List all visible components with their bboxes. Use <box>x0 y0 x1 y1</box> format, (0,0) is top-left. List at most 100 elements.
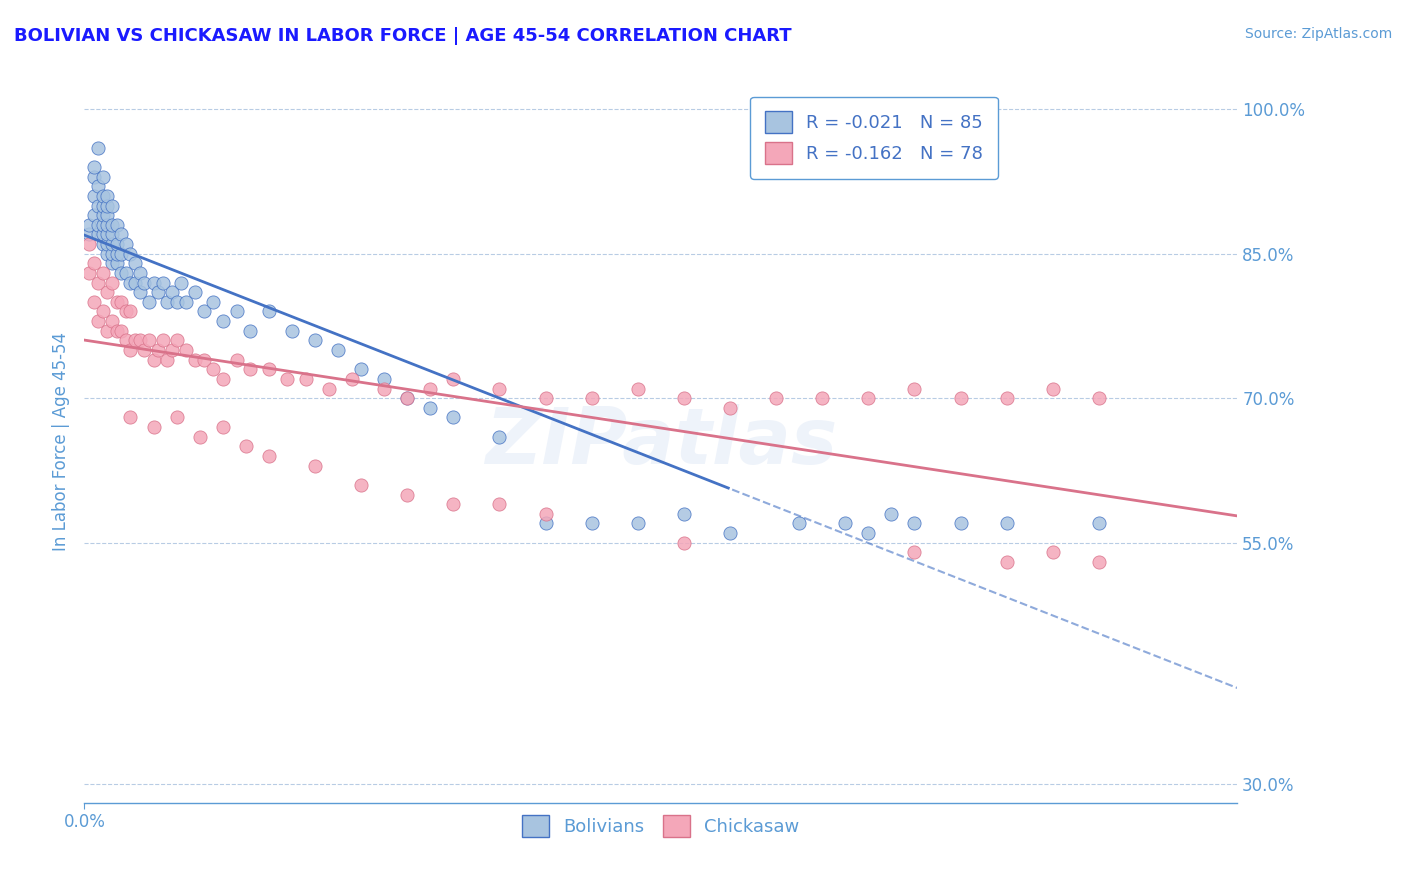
Point <box>174 343 197 357</box>
Point <box>134 343 156 357</box>
Point <box>419 401 441 415</box>
Point <box>96 218 118 232</box>
Point <box>96 285 118 300</box>
Point <box>184 352 207 367</box>
Y-axis label: In Labor Force | Age 45-54: In Labor Force | Age 45-54 <box>52 332 70 551</box>
Point <box>672 391 695 405</box>
Point <box>91 208 114 222</box>
Point <box>77 218 100 232</box>
Point <box>101 227 124 242</box>
Point <box>110 266 132 280</box>
Point <box>1088 555 1111 569</box>
Point <box>1042 382 1064 396</box>
Point <box>91 169 114 184</box>
Point <box>91 218 114 232</box>
Point <box>115 304 138 318</box>
Point <box>903 545 925 559</box>
Point <box>294 372 316 386</box>
Point <box>1042 545 1064 559</box>
Point <box>858 391 880 405</box>
Point <box>170 276 193 290</box>
Point <box>627 382 650 396</box>
Point <box>166 294 188 309</box>
Point <box>101 218 124 232</box>
Point <box>441 497 464 511</box>
Point <box>257 362 280 376</box>
Point <box>373 372 395 386</box>
Point <box>276 372 298 386</box>
Point <box>120 410 142 425</box>
Text: Source: ZipAtlas.com: Source: ZipAtlas.com <box>1244 27 1392 41</box>
Text: BOLIVIAN VS CHICKASAW IN LABOR FORCE | AGE 45-54 CORRELATION CHART: BOLIVIAN VS CHICKASAW IN LABOR FORCE | A… <box>14 27 792 45</box>
Point <box>128 266 150 280</box>
Point <box>105 218 128 232</box>
Point <box>903 516 925 531</box>
Point <box>903 382 925 396</box>
Point <box>77 237 100 252</box>
Point <box>128 334 150 348</box>
Point <box>91 227 114 242</box>
Point <box>257 304 280 318</box>
Point <box>152 334 174 348</box>
Point <box>146 343 169 357</box>
Point <box>672 507 695 521</box>
Point <box>211 420 233 434</box>
Point <box>880 507 903 521</box>
Point <box>304 458 326 473</box>
Point <box>581 516 603 531</box>
Point <box>202 294 225 309</box>
Point <box>105 256 128 270</box>
Point <box>138 294 160 309</box>
Point <box>101 314 124 328</box>
Point <box>83 189 105 203</box>
Point <box>239 324 262 338</box>
Point <box>138 334 160 348</box>
Point <box>120 304 142 318</box>
Point <box>581 391 603 405</box>
Point <box>96 189 118 203</box>
Point <box>101 256 124 270</box>
Point <box>124 256 146 270</box>
Point <box>87 179 110 194</box>
Point <box>83 160 105 174</box>
Point <box>91 198 114 212</box>
Point <box>120 276 142 290</box>
Point <box>995 516 1018 531</box>
Point <box>534 516 557 531</box>
Point <box>174 294 197 309</box>
Point <box>87 218 110 232</box>
Point <box>166 410 188 425</box>
Point <box>115 334 138 348</box>
Point <box>83 169 105 184</box>
Point <box>124 276 146 290</box>
Point <box>318 382 340 396</box>
Point <box>225 352 247 367</box>
Point <box>105 246 128 260</box>
Point <box>142 276 165 290</box>
Point <box>949 391 972 405</box>
Legend: Bolivians, Chickasaw: Bolivians, Chickasaw <box>515 808 807 845</box>
Point <box>441 372 464 386</box>
Point <box>160 285 183 300</box>
Point <box>146 285 169 300</box>
Point <box>949 516 972 531</box>
Point <box>96 324 118 338</box>
Point <box>96 237 118 252</box>
Point <box>87 198 110 212</box>
Point <box>83 256 105 270</box>
Point <box>101 198 124 212</box>
Point <box>225 304 247 318</box>
Point <box>188 430 211 444</box>
Point <box>193 304 215 318</box>
Point <box>101 246 124 260</box>
Point <box>110 324 132 338</box>
Point <box>91 304 114 318</box>
Point <box>534 391 557 405</box>
Point <box>91 189 114 203</box>
Point <box>87 276 110 290</box>
Point <box>96 208 118 222</box>
Point <box>396 391 419 405</box>
Point <box>718 401 741 415</box>
Point <box>105 324 128 338</box>
Point <box>396 391 419 405</box>
